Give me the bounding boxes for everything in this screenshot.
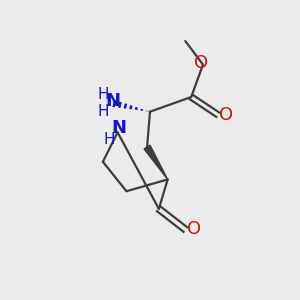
Polygon shape — [144, 145, 168, 179]
Text: N: N — [106, 92, 121, 110]
Text: H: H — [98, 103, 109, 118]
Text: O: O — [187, 220, 201, 238]
Text: N: N — [112, 119, 127, 137]
Text: H: H — [98, 87, 109, 102]
Text: O: O — [219, 106, 233, 124]
Text: O: O — [194, 54, 208, 72]
Text: H: H — [103, 132, 115, 147]
